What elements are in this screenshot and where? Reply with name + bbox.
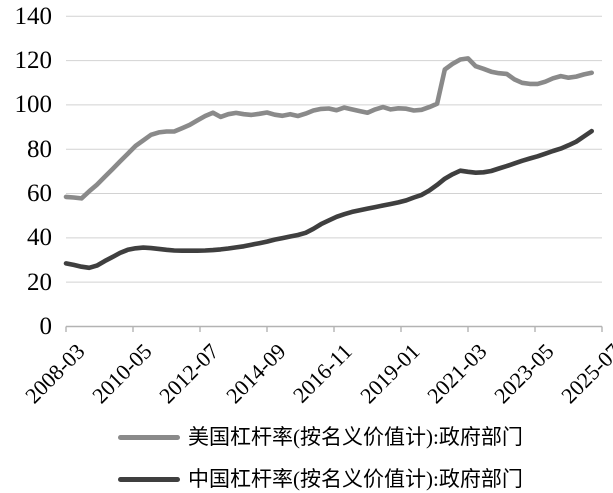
legend-label: 中国杠杆率(按名义价值计):政府部门 <box>188 466 523 491</box>
y-tick-label-20: 20 <box>27 268 52 296</box>
legend-item-1: 中国杠杆率(按名义价值计):政府部门 <box>118 465 523 493</box>
y-tick-label-100: 100 <box>14 91 53 119</box>
legend-swatch-icon <box>118 434 180 440</box>
y-tick-label-40: 40 <box>27 224 52 252</box>
series-line-1 <box>63 128 595 271</box>
y-tick-label-60: 60 <box>27 180 52 208</box>
y-tick-label-120: 120 <box>14 47 53 75</box>
legend-swatch-icon <box>118 476 180 482</box>
legend-label: 美国杠杆率(按名义价值计):政府部门 <box>188 424 523 449</box>
y-tick-label-0: 0 <box>39 313 53 340</box>
legend-item-0: 美国杠杆率(按名义价值计):政府部门 <box>118 423 523 451</box>
y-tick-label-140: 140 <box>14 2 53 30</box>
y-tick-label-80: 80 <box>27 135 52 163</box>
series-line-0 <box>63 56 595 201</box>
